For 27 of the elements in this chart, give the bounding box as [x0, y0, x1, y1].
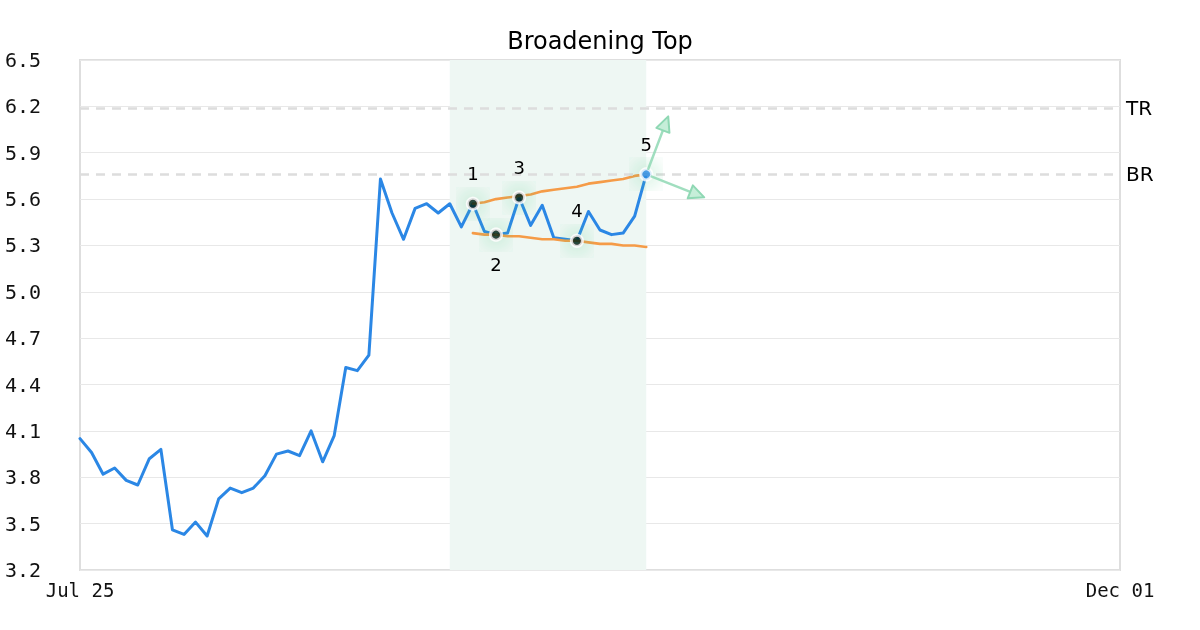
ref-line-label: TR — [1125, 95, 1153, 120]
y-tick-label: 3.2 — [5, 558, 42, 582]
y-tick-label: 5.0 — [5, 279, 42, 304]
y-tick-label: 5.3 — [5, 233, 42, 258]
y-tick-label: 4.1 — [5, 418, 42, 443]
point — [489, 227, 503, 242]
y-tick-label: 3.8 — [5, 465, 42, 490]
annotation: 2 — [490, 254, 502, 276]
x-tick-label: Jul 25 — [45, 578, 115, 601]
x-tick-label: Dec 01 — [1085, 578, 1155, 601]
annotation: 5 — [640, 133, 652, 155]
point — [569, 233, 584, 248]
y-tick-label: 4.4 — [5, 372, 42, 397]
annotation: 4 — [571, 200, 583, 222]
chart-title: Broadening Top — [507, 27, 693, 55]
ref-line-label: BR — [1126, 162, 1154, 187]
y-tick-label: 4.7 — [5, 326, 42, 351]
annotation: 3 — [513, 157, 525, 179]
point — [639, 167, 654, 182]
annotation: 1 — [467, 163, 479, 185]
y-tick-label: 5.6 — [5, 187, 42, 212]
point — [465, 196, 480, 211]
y-tick-label: 6.5 — [5, 48, 42, 72]
y-tick-label: 5.9 — [5, 140, 42, 165]
y-tick-label: 3.5 — [5, 511, 42, 536]
y-tick-label: 6.2 — [5, 94, 42, 119]
point — [512, 190, 527, 205]
